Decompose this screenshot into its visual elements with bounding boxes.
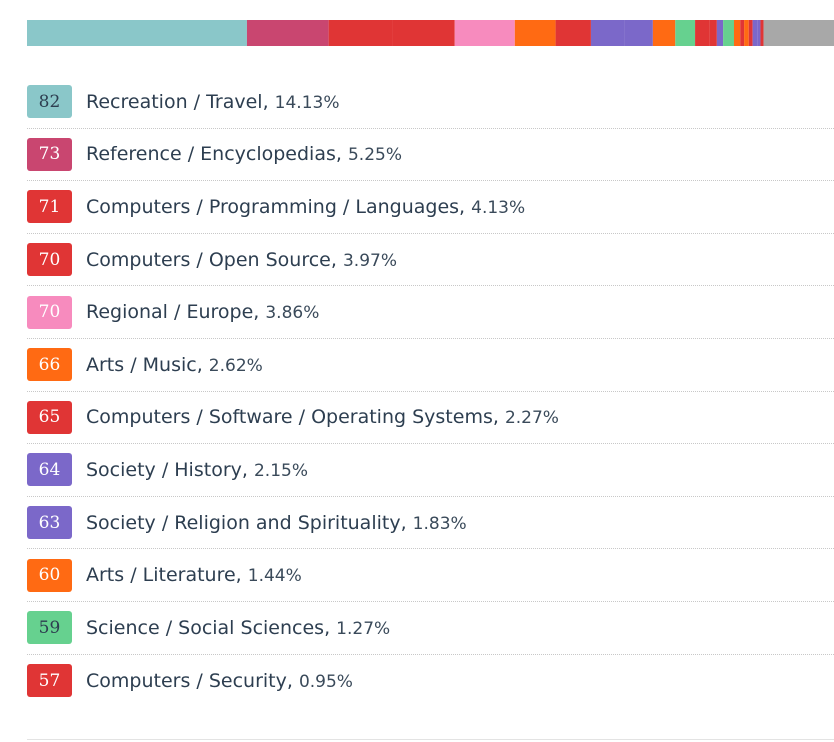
list-item: 57 Computers / Security, 0.95%	[27, 655, 834, 708]
category-percent: 1.27%	[336, 618, 391, 639]
list-item: 70 Regional / Europe, 3.86%	[27, 286, 834, 339]
category-name: Society / Religion and Spirituality	[86, 511, 401, 534]
list-item: 60 Arts / Literature, 1.44%	[27, 549, 834, 602]
category-name: Science / Social Sciences	[86, 616, 325, 639]
category-label: Society / History, 2.15%	[86, 458, 308, 481]
bar-segment	[27, 20, 247, 46]
category-name: Arts / Literature	[86, 564, 236, 587]
score-badge: 71	[27, 190, 72, 224]
category-percent: 3.97%	[342, 250, 397, 271]
category-label: Recreation / Travel, 14.13%	[86, 90, 340, 113]
category-label: Regional / Europe, 3.86%	[86, 301, 320, 324]
bar-segment	[757, 20, 761, 46]
score-badge: 73	[27, 137, 72, 171]
score-badge: 63	[27, 506, 72, 540]
category-label: Science / Social Sciences, 1.27%	[86, 616, 391, 639]
list-item: 82 Recreation / Travel, 14.13%	[27, 76, 834, 129]
bar-segment	[695, 20, 710, 46]
category-percent: 5.25%	[347, 145, 402, 166]
category-percent: 14.13%	[274, 92, 340, 113]
score-badge: 64	[27, 453, 72, 487]
bar-segment	[514, 20, 556, 46]
category-label: Society / Religion and Spirituality, 1.8…	[86, 511, 467, 534]
list-item: 59 Science / Social Sciences, 1.27%	[27, 602, 834, 655]
category-label: Computers / Open Source, 3.97%	[86, 248, 397, 271]
score-badge: 70	[27, 295, 72, 329]
bar-segment	[733, 20, 741, 46]
bar-segment	[709, 20, 717, 46]
category-label: Computers / Software / Operating Systems…	[86, 406, 559, 429]
category-name: Computers / Open Source	[86, 248, 331, 271]
category-name: Recreation / Travel	[86, 90, 263, 113]
bar-segment	[675, 20, 696, 46]
bar-segment	[752, 20, 758, 46]
category-name: Computers / Software / Operating Systems	[86, 406, 493, 429]
category-name: Computers / Security	[86, 669, 287, 692]
category-list: 82 Recreation / Travel, 14.13% 73 Reference…	[27, 76, 834, 707]
bar-segment-remainder	[763, 20, 834, 46]
list-item: 63 Society / Religion and Spirituality, 1…	[27, 497, 834, 550]
bar-segment	[590, 20, 625, 46]
bar-segment	[328, 20, 393, 46]
category-name: Computers / Programming / Languages	[86, 195, 460, 218]
bar-segment	[652, 20, 676, 46]
category-name: Regional / Europe	[86, 301, 254, 324]
bar-segment	[760, 20, 764, 46]
list-item: 71 Computers / Programming / Languages, 4…	[27, 181, 834, 234]
list-item: 64 Society / History, 2.15%	[27, 444, 834, 497]
score-badge: 82	[27, 85, 72, 119]
stacked-share-bar	[27, 20, 834, 46]
score-badge: 66	[27, 348, 72, 382]
list-item: 66 Arts / Music, 2.62%	[27, 339, 834, 392]
bar-segment	[624, 20, 653, 46]
category-label: Arts / Literature, 1.44%	[86, 564, 302, 587]
bar-segment	[555, 20, 591, 46]
category-name: Reference / Encyclopedias	[86, 143, 336, 166]
category-percent: 2.62%	[208, 355, 263, 376]
category-percent: 3.86%	[265, 303, 320, 324]
score-badge: 70	[27, 243, 72, 277]
category-label: Computers / Security, 0.95%	[86, 669, 353, 692]
bar-segment	[392, 20, 455, 46]
score-badge: 60	[27, 558, 72, 592]
category-percent: 4.13%	[471, 197, 526, 218]
category-percent: 1.44%	[247, 566, 302, 587]
category-name: Society / History	[86, 458, 242, 481]
bar-segment	[744, 20, 749, 46]
score-badge: 65	[27, 400, 72, 434]
bar-segment	[748, 20, 753, 46]
bar-segment	[454, 20, 515, 46]
list-item: 70 Computers / Open Source, 3.97%	[27, 234, 834, 287]
bar-segment	[723, 20, 734, 46]
score-badge: 59	[27, 611, 72, 645]
category-name: Arts / Music	[86, 353, 197, 376]
list-item: 65 Computers / Software / Operating Syste…	[27, 392, 834, 445]
list-item: 73 Reference / Encyclopedias, 5.25%	[27, 129, 834, 182]
category-percent: 1.83%	[412, 513, 467, 534]
bar-segment	[716, 20, 724, 46]
category-label: Computers / Programming / Languages, 4.1…	[86, 195, 526, 218]
score-badge: 57	[27, 664, 72, 698]
category-percent: 0.95%	[298, 671, 353, 692]
bar-segment	[246, 20, 329, 46]
divider	[27, 739, 834, 740]
category-label: Reference / Encyclopedias, 5.25%	[86, 143, 402, 166]
category-label: Arts / Music, 2.62%	[86, 353, 263, 376]
category-percent: 2.15%	[253, 460, 308, 481]
bar-segment	[740, 20, 745, 46]
category-percent: 2.27%	[504, 408, 559, 429]
